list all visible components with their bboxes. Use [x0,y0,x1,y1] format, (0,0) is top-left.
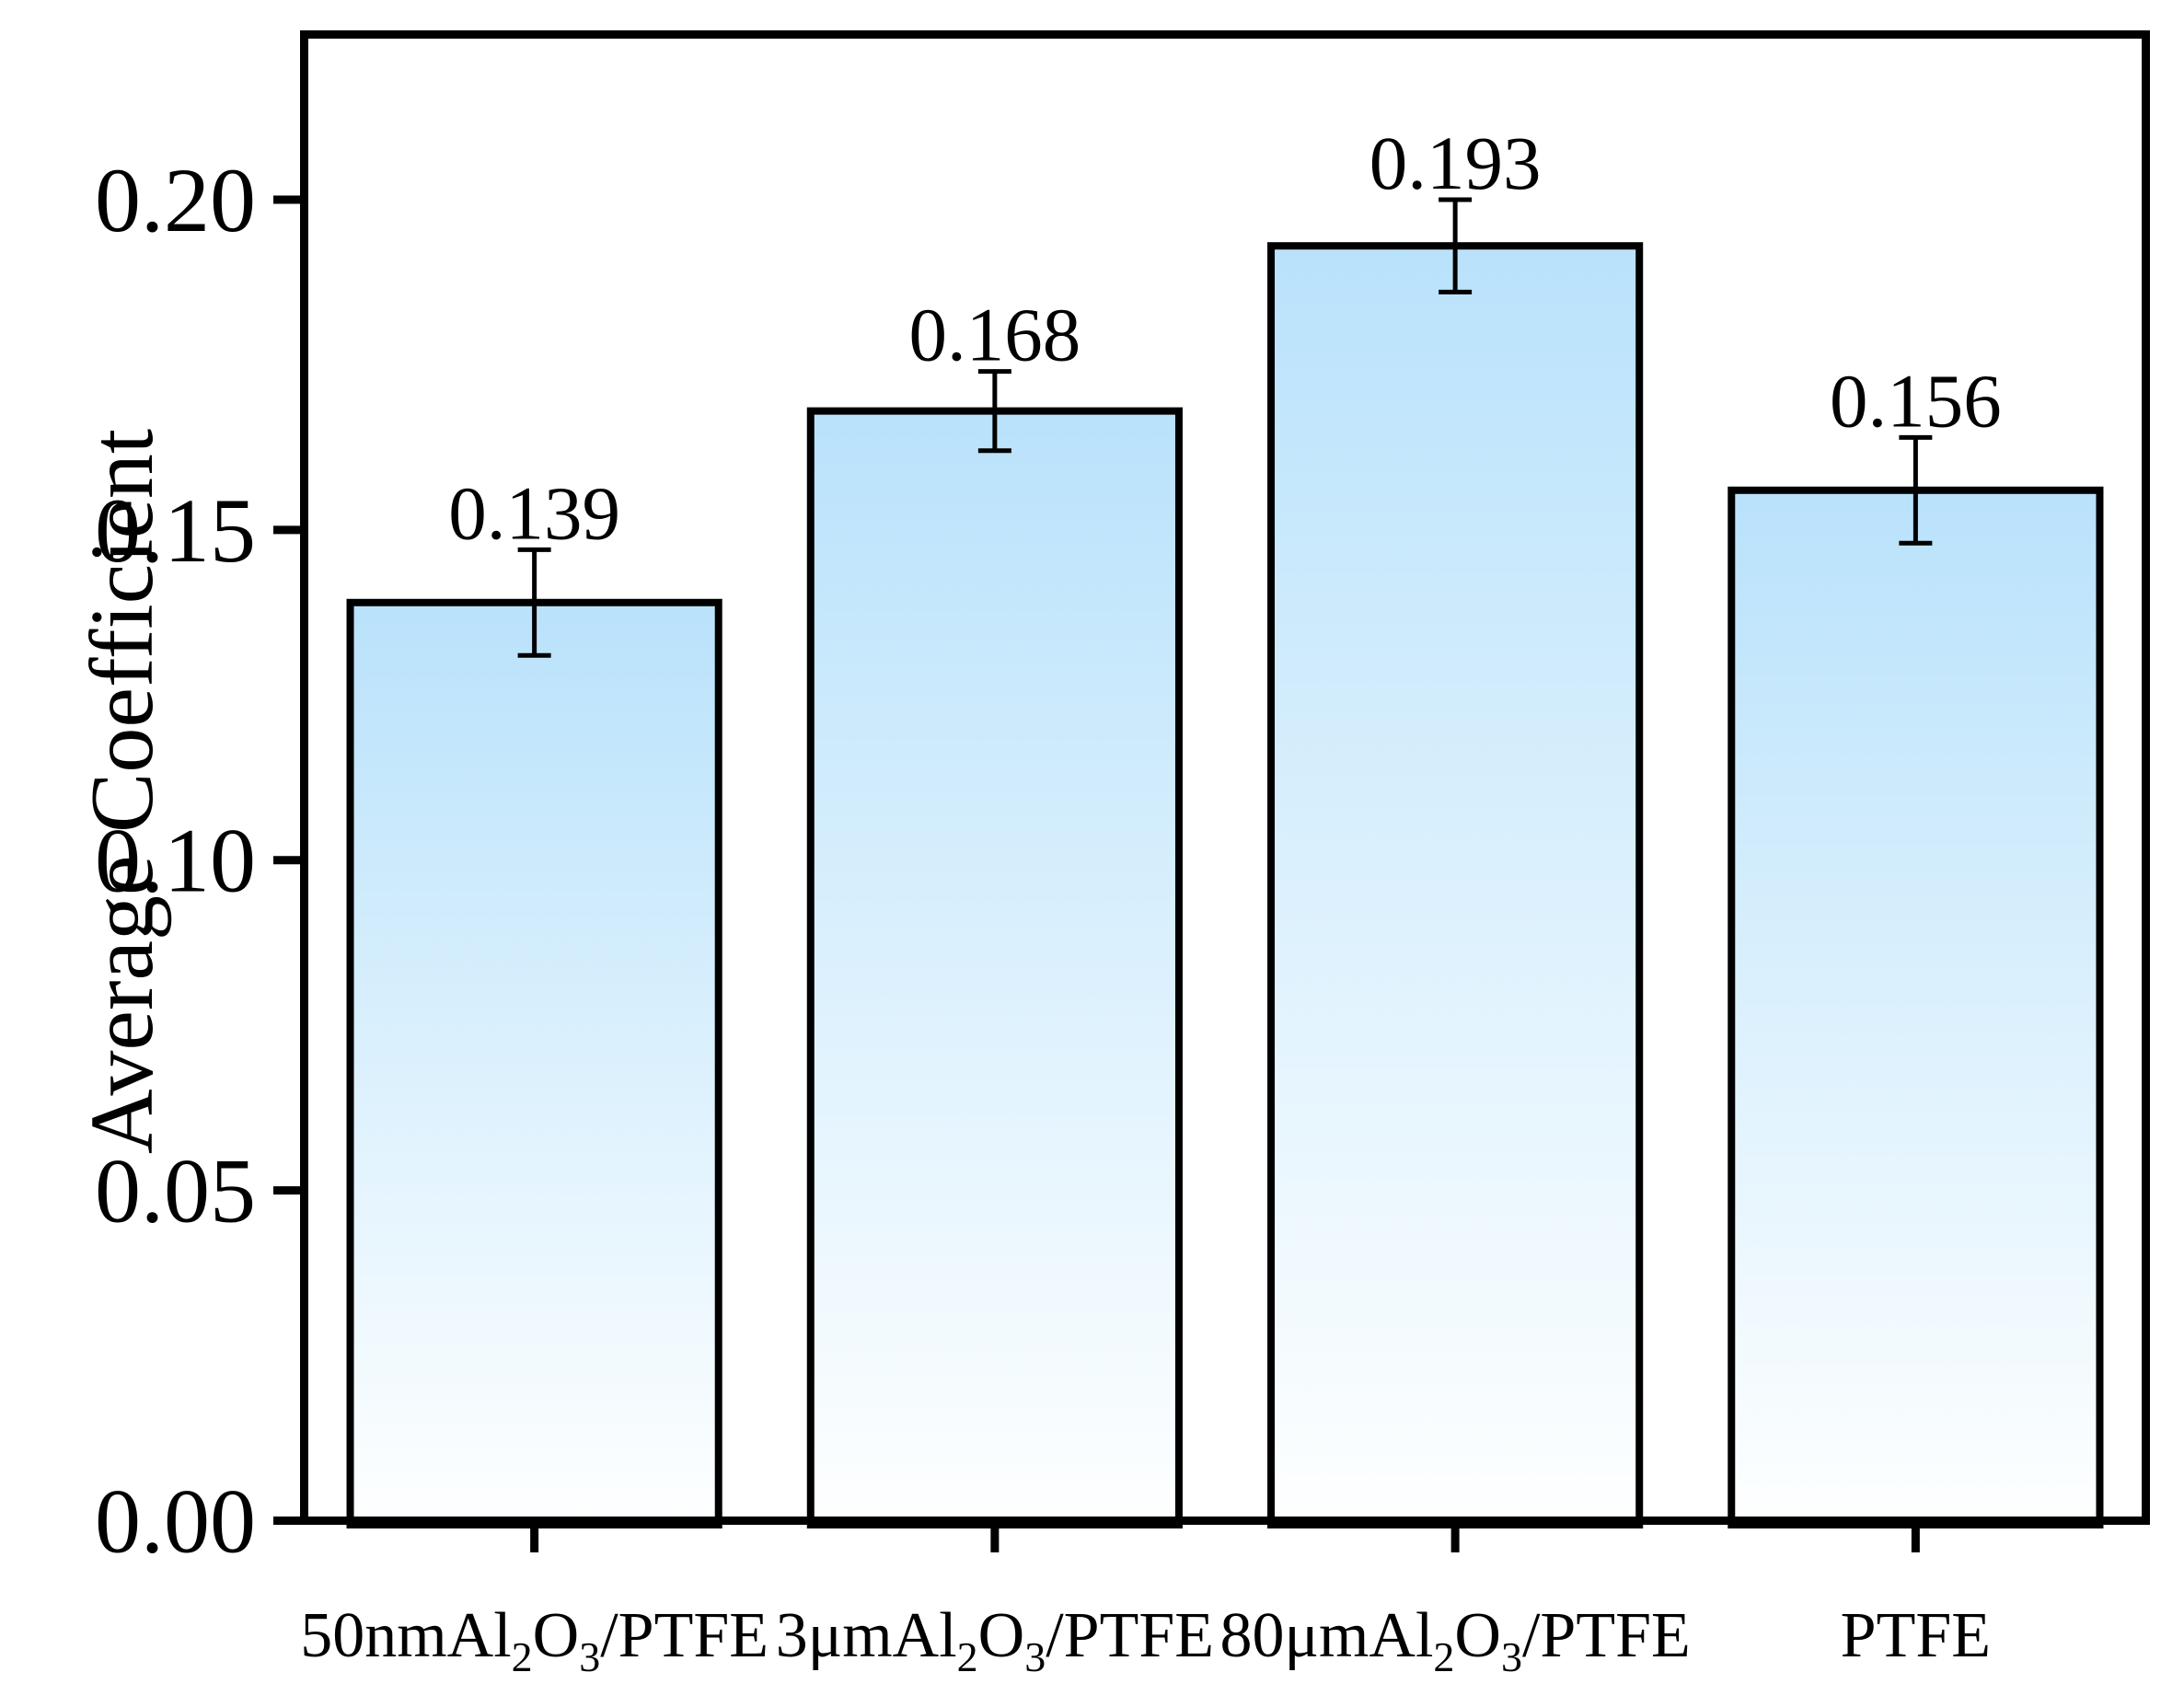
value-label: 0.139 [448,470,620,555]
y-axis-tick-labels-group: 0.00 0.05 0.10 0.15 0.20 [95,149,256,1573]
x-axis-ticks-group [530,1525,1920,1552]
value-labels-group: 0.139 0.168 0.193 0.156 [448,121,2002,555]
y-tick-label: 0.15 [95,479,256,582]
x-tick-label: 80μmAl2O3/PTFE [1219,1600,1690,1680]
bar [1728,486,2104,1528]
x-tick-label: 3μmAl2O3/PTFE [776,1600,1214,1680]
plot-frame [300,30,2150,1525]
error-bars-group [517,197,1933,658]
value-label: 0.156 [1830,358,2002,443]
bar [806,407,1183,1529]
error-bar [1899,434,1933,546]
x-axis-tick-labels-group: 50nmAl2O3/PTFE 3μmAl2O3/PTFE 80μmAl2O3/PTF… [300,1600,1991,1680]
x-tick-label: PTFE [1841,1600,1991,1671]
error-bar [1439,197,1473,294]
y-tick-label: 0.05 [95,1140,256,1242]
y-tick-label: 0.00 [95,1471,256,1573]
bar [346,598,722,1528]
value-label: 0.193 [1369,121,1542,205]
error-bar [517,547,551,658]
y-axis-title: Average Coefficient [73,429,172,1154]
y-tick-label: 0.10 [95,810,256,912]
y-tick-label: 0.20 [95,149,256,251]
x-tick-label: 50nmAl2O3/PTFE [300,1600,768,1680]
y-axis-ticks-group [273,195,300,1525]
bar [1267,242,1644,1529]
error-bar [977,369,1011,454]
value-label: 0.168 [909,293,1081,377]
